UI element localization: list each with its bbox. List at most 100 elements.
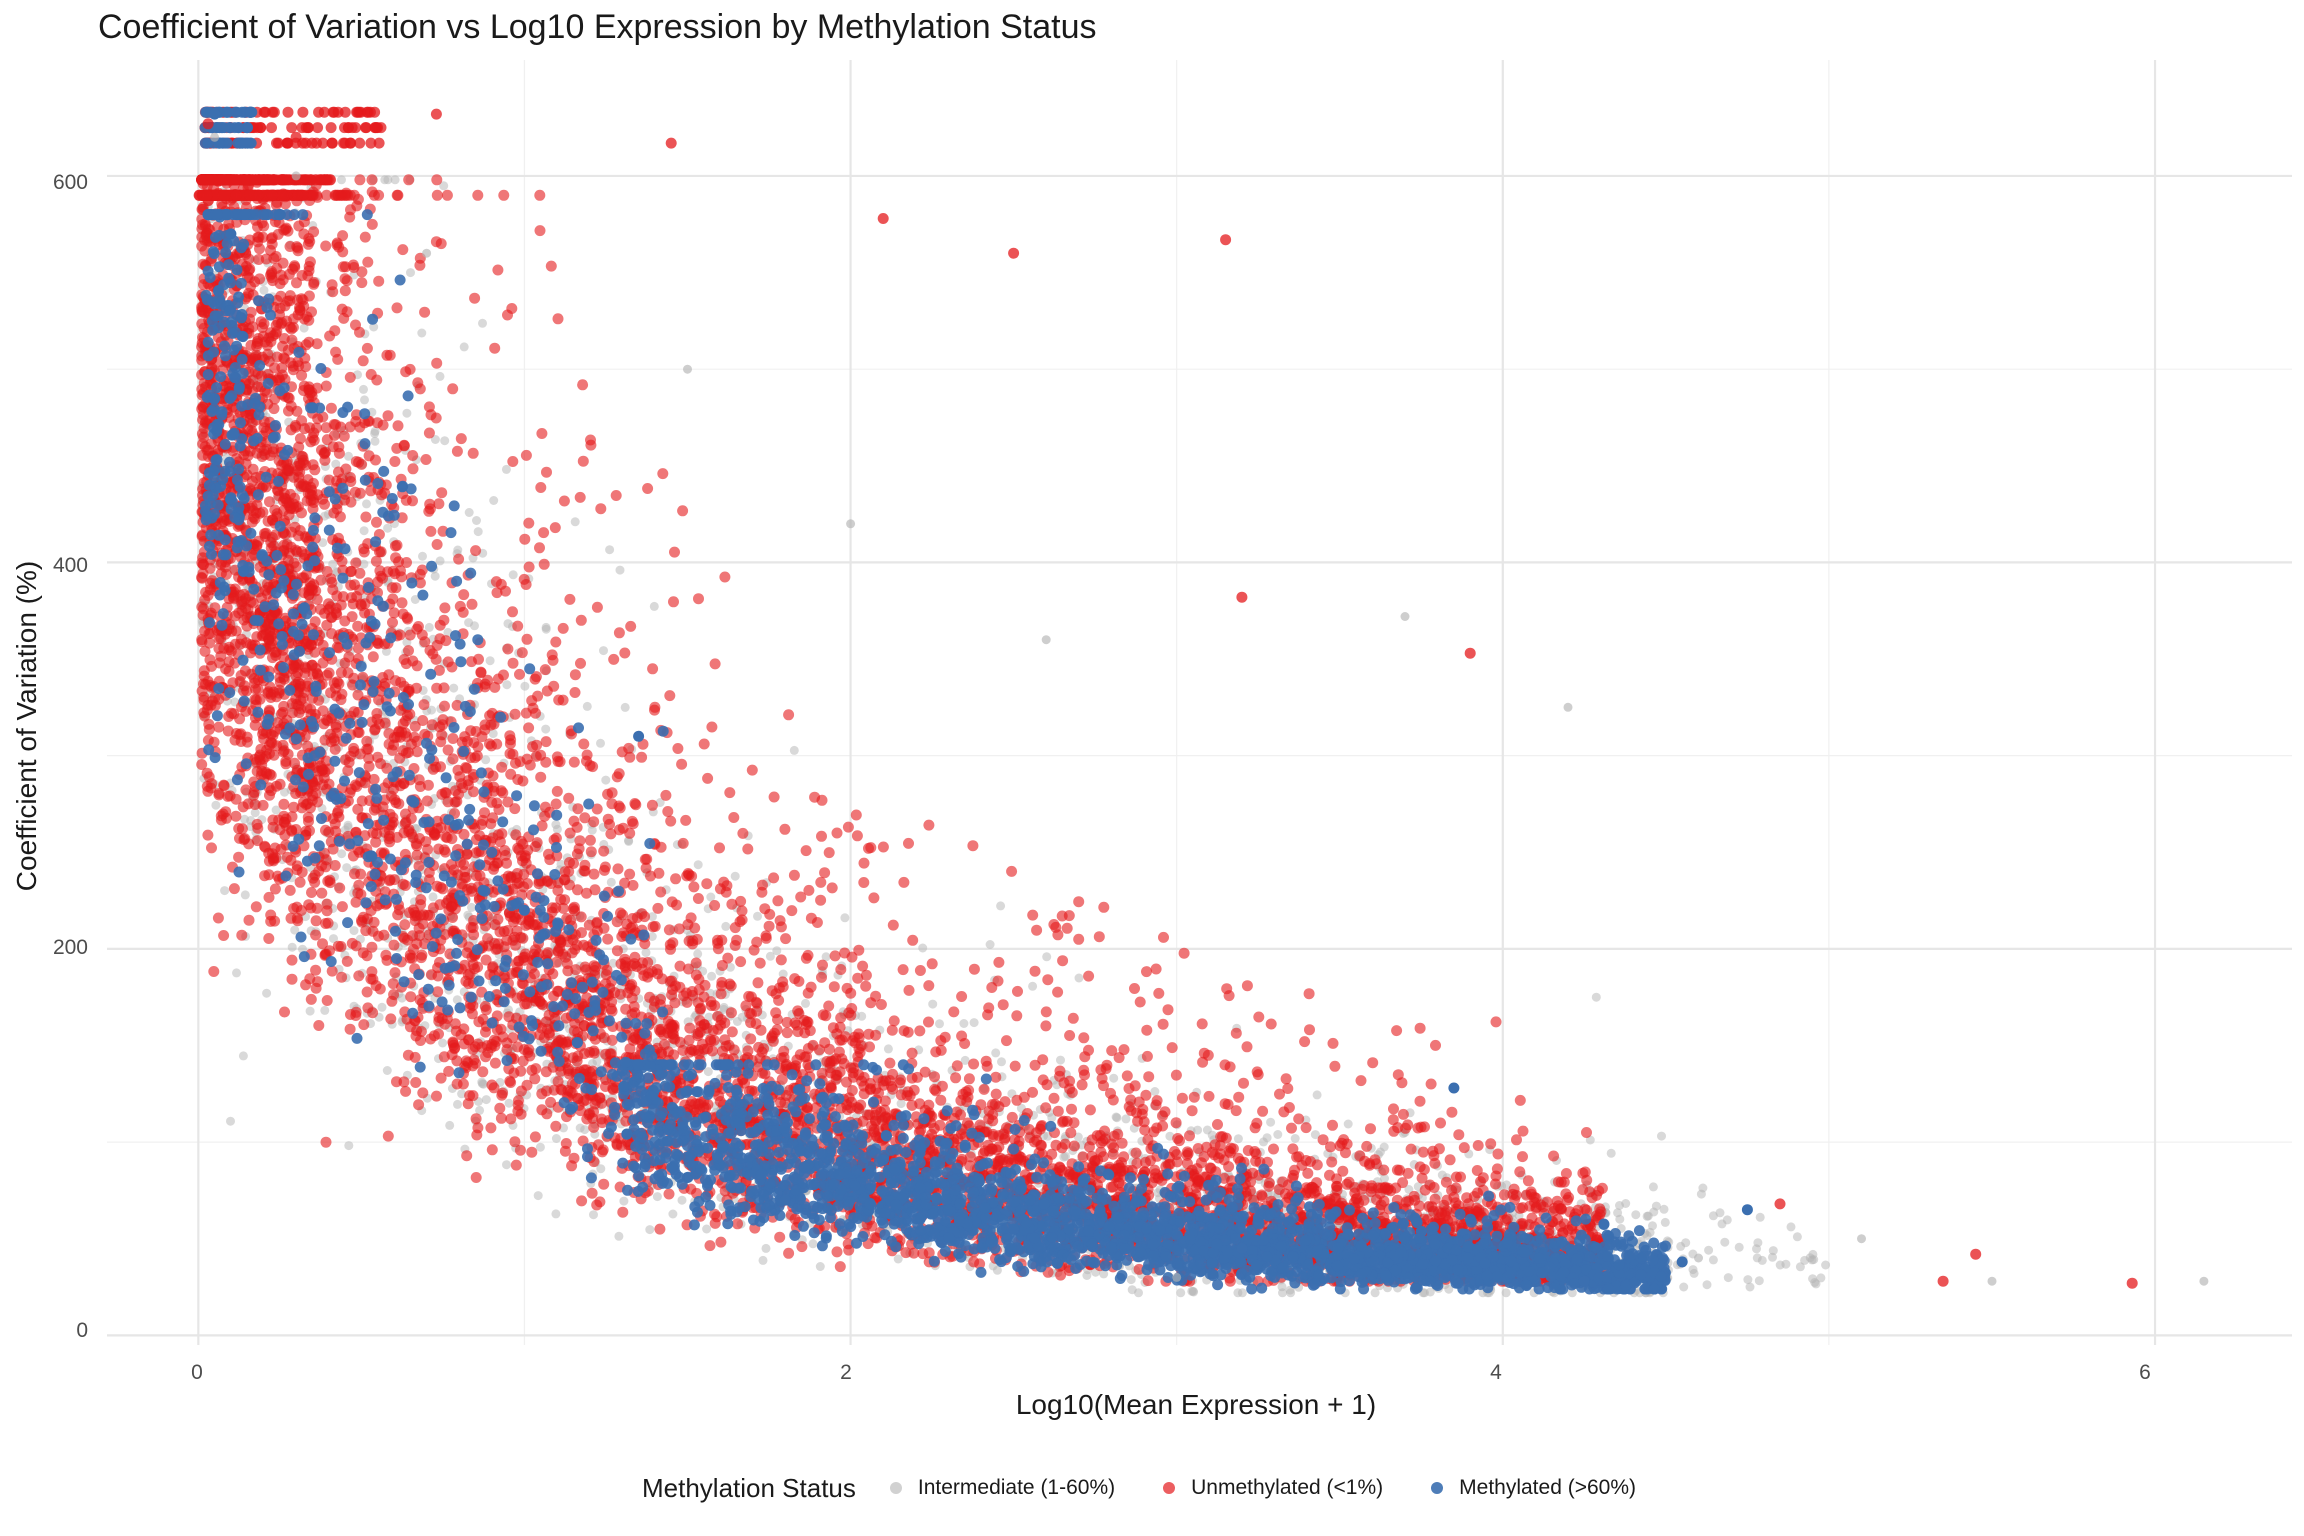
point-unmethylated <box>704 1240 716 1252</box>
point-intermediate <box>1810 1278 1820 1287</box>
point-unmethylated <box>435 1072 447 1084</box>
point-intermediate <box>430 571 440 581</box>
point-unmethylated <box>407 495 418 507</box>
point-intermediate <box>614 1231 624 1241</box>
point-unmethylated <box>461 1150 473 1162</box>
point-unmethylated <box>469 292 481 304</box>
point-intermediate <box>342 863 352 873</box>
point-intermediate <box>359 526 369 536</box>
point-intermediate <box>1262 1133 1272 1143</box>
point-intermediate <box>645 1225 655 1235</box>
point-intermediate <box>360 395 369 405</box>
point-intermediate <box>380 175 390 185</box>
point-unmethylated <box>576 1195 588 1207</box>
point-intermediate <box>428 892 438 902</box>
point-intermediate <box>489 496 499 505</box>
point-intermediate <box>337 849 347 859</box>
point-unmethylated <box>1450 1182 1462 1194</box>
point-intermediate <box>652 1192 662 1202</box>
point-intermediate <box>328 559 338 569</box>
point-intermediate <box>761 1243 771 1253</box>
point-intermediate <box>349 926 359 936</box>
point-unmethylated <box>1077 1151 1089 1163</box>
point-unmethylated <box>396 597 408 609</box>
point-intermediate <box>290 925 300 935</box>
point-unmethylated <box>320 422 332 434</box>
point-intermediate <box>478 318 487 328</box>
point-intermediate <box>250 808 260 818</box>
point-unmethylated <box>968 1058 980 1070</box>
point-intermediate <box>1621 1199 1631 1208</box>
point-unmethylated <box>816 971 827 983</box>
point-intermediate <box>362 499 371 509</box>
point-unmethylated <box>387 978 399 990</box>
point-intermediate <box>725 962 735 972</box>
point-unmethylated <box>1212 1119 1223 1130</box>
point-intermediate <box>935 1019 944 1029</box>
point-unmethylated <box>919 1066 931 1078</box>
point-intermediate <box>1755 1212 1765 1222</box>
point-unmethylated <box>468 786 479 798</box>
point-intermediate <box>721 921 731 931</box>
point-unmethylated <box>311 593 323 605</box>
point-unmethylated <box>684 1022 696 1034</box>
point-unmethylated <box>715 1236 727 1248</box>
point-intermediate <box>349 270 359 280</box>
point-unmethylated <box>802 949 814 961</box>
point-intermediate <box>893 1254 903 1264</box>
point-intermediate <box>520 681 530 691</box>
point-intermediate <box>1631 1210 1641 1220</box>
point-intermediate <box>1649 1207 1659 1217</box>
point-intermediate <box>801 998 810 1008</box>
point-unmethylated <box>269 883 281 895</box>
point-intermediate <box>271 805 281 815</box>
point-intermediate <box>1708 1255 1718 1265</box>
point-intermediate <box>655 798 665 807</box>
point-intermediate <box>1126 1275 1136 1285</box>
point-unmethylated <box>529 1131 541 1143</box>
point-unmethylated <box>535 771 547 783</box>
point-unmethylated <box>538 558 550 570</box>
point-intermediate <box>599 646 608 656</box>
point-intermediate <box>445 1120 455 1130</box>
point-intermediate <box>1660 1217 1670 1227</box>
point-intermediate <box>1047 1113 1057 1123</box>
point-intermediate <box>1073 1132 1083 1142</box>
point-unmethylated <box>1417 1146 1429 1158</box>
point-unmethylated <box>574 835 586 847</box>
point-intermediate <box>232 968 241 978</box>
point-unmethylated <box>728 812 740 823</box>
point-unmethylated <box>367 651 379 663</box>
point-unmethylated <box>1238 1077 1249 1089</box>
point-intermediate <box>453 1099 462 1109</box>
point-intermediate <box>331 459 341 469</box>
point-intermediate <box>1768 1252 1777 1262</box>
point-intermediate <box>589 1210 598 1220</box>
point-unmethylated <box>1490 1016 1502 1028</box>
point-unmethylated <box>1121 1070 1133 1082</box>
point-intermediate <box>1753 1238 1763 1248</box>
point-unmethylated <box>1066 1103 1077 1115</box>
point-unmethylated <box>490 576 502 588</box>
point-unmethylated <box>886 1024 898 1036</box>
point-intermediate <box>1310 1130 1320 1140</box>
point-unmethylated <box>774 1231 786 1243</box>
point-intermediate <box>1420 1288 1429 1298</box>
point-intermediate <box>596 738 605 748</box>
point-unmethylated <box>550 636 562 648</box>
point-unmethylated <box>690 957 702 969</box>
point-unmethylated <box>315 603 326 615</box>
point-unmethylated <box>356 277 368 289</box>
point-unmethylated <box>335 421 347 433</box>
point-unmethylated <box>613 824 625 836</box>
point-unmethylated <box>495 1112 507 1124</box>
point-intermediate <box>382 1066 392 1075</box>
point-unmethylated <box>653 867 665 879</box>
point-intermediate <box>503 619 513 629</box>
point-unmethylated <box>407 450 419 461</box>
point-intermediate <box>473 527 483 537</box>
point-intermediate <box>1266 1117 1276 1127</box>
point-unmethylated <box>519 533 531 545</box>
point-unmethylated <box>1142 1275 1154 1287</box>
point-intermediate <box>596 1164 606 1174</box>
